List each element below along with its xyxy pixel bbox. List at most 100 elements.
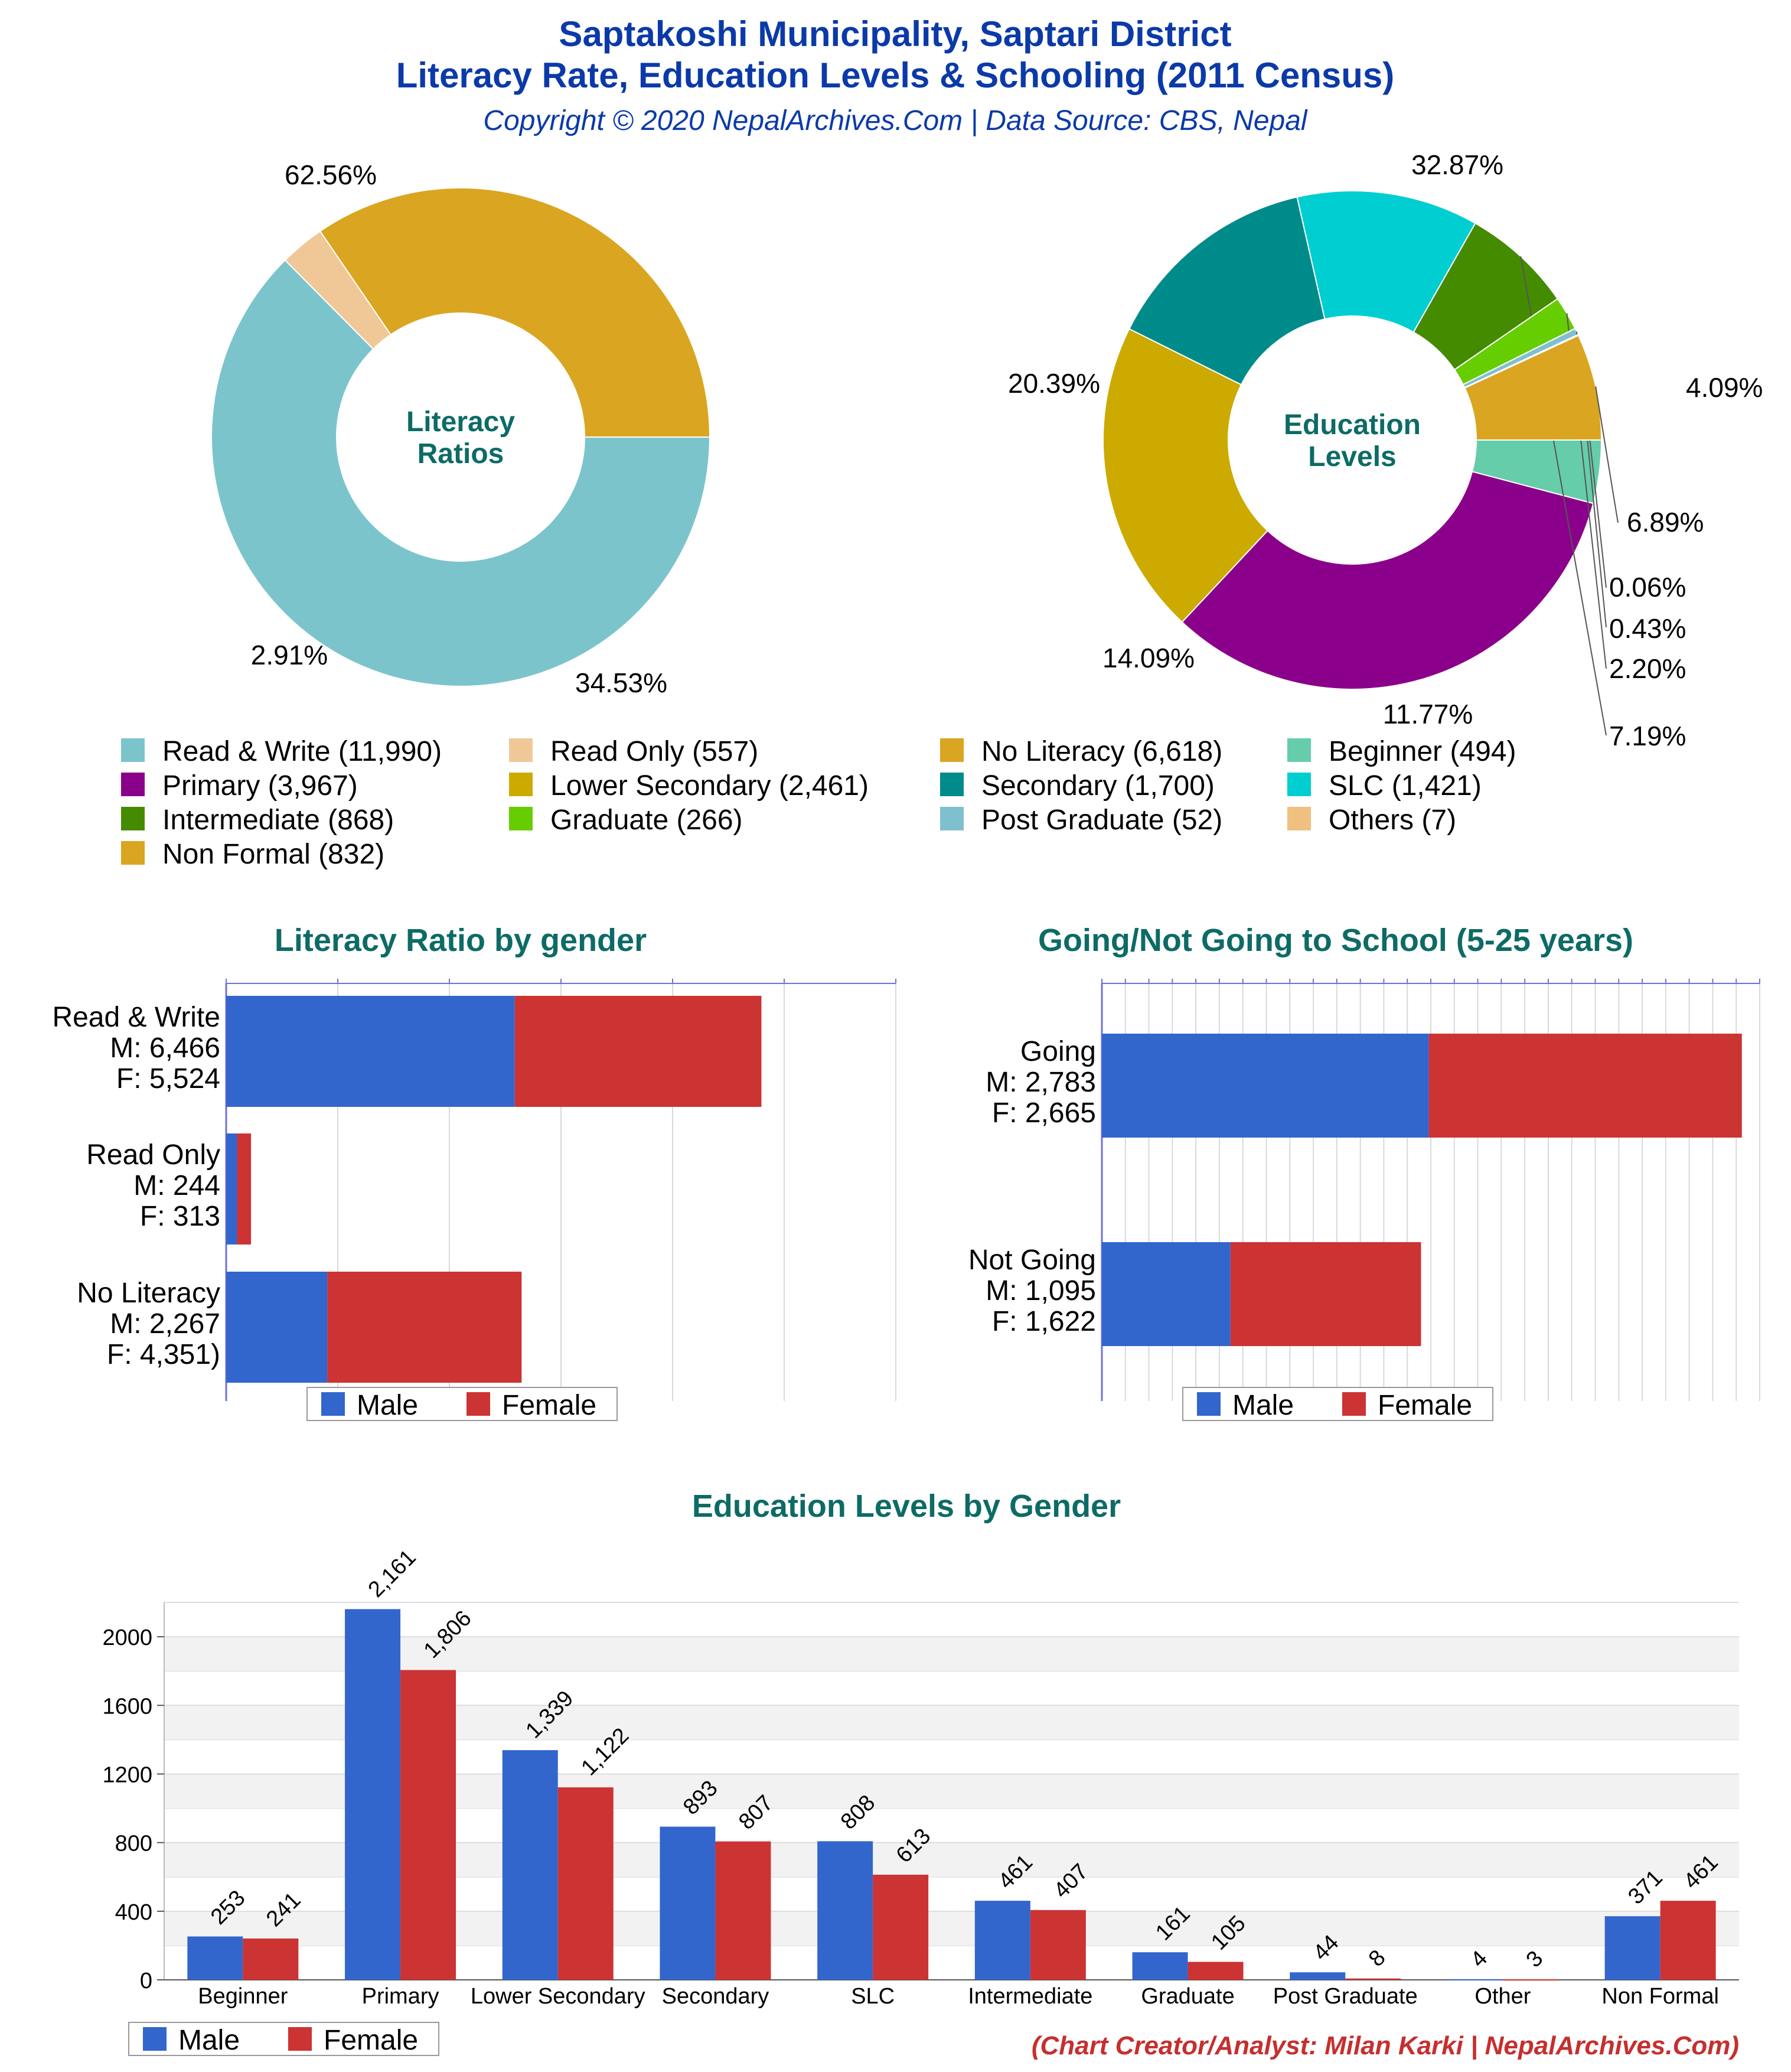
y-tick-label: 1200 xyxy=(102,1762,152,1787)
x-tick-label: Secondary xyxy=(662,1984,769,2009)
x-tick-label: Intermediate xyxy=(968,1984,1092,2009)
slice-pct-label: 62.56% xyxy=(285,159,377,190)
education-gender-title: Education Levels by Gender xyxy=(692,1488,1121,1524)
slice-pct-label: 0.06% xyxy=(1609,572,1686,602)
legend-swatch-female xyxy=(288,2027,312,2051)
legend-swatch xyxy=(121,807,145,830)
male-bar xyxy=(817,1841,873,1980)
y-tick-label: 800 xyxy=(115,1832,152,1856)
donut-center-label: Literacy xyxy=(406,406,515,438)
donut-slice xyxy=(1102,328,1268,623)
category-label: F: 313 xyxy=(140,1201,220,1232)
legend-label: Intermediate (868) xyxy=(162,804,394,836)
donut-slice xyxy=(1181,471,1594,690)
slice-pct-label: 7.19% xyxy=(1609,721,1686,751)
x-tick-label: Post Graduate xyxy=(1273,1984,1418,2009)
female-bar xyxy=(873,1874,929,1980)
male-bar xyxy=(345,1609,401,1980)
female-bar xyxy=(1428,1034,1742,1138)
legend-swatch xyxy=(509,807,533,830)
legend-swatch-female xyxy=(466,1392,490,1416)
leader-line xyxy=(1595,386,1619,523)
female-bar xyxy=(237,1133,252,1244)
slice-pct-label: 0.43% xyxy=(1609,613,1686,644)
slice-pct-label: 4.09% xyxy=(1686,372,1763,403)
x-tick-label: Primary xyxy=(362,1984,439,2009)
donut-slice xyxy=(1128,196,1326,386)
donut-slice xyxy=(211,259,711,687)
category-label: F: 4,351) xyxy=(107,1339,220,1370)
legend-swatch xyxy=(121,841,145,865)
donut-center-label: Levels xyxy=(1308,441,1396,473)
donut-slice xyxy=(319,187,711,438)
slice-pct-label: 2.91% xyxy=(251,640,328,670)
legend-label-female: Female xyxy=(502,1390,596,1421)
male-bar xyxy=(226,1133,237,1244)
category-label: F: 1,622 xyxy=(992,1306,1096,1337)
category-label: Read & Write xyxy=(52,1002,220,1033)
legend-label: Post Graduate (52) xyxy=(981,804,1222,836)
donut-slice xyxy=(1296,190,1476,333)
x-tick-label: Beginner xyxy=(198,1984,288,2009)
x-tick-label: Graduate xyxy=(1141,1984,1234,2009)
female-bar xyxy=(400,1670,456,1980)
y-tick-label: 1600 xyxy=(102,1694,152,1719)
female-bar xyxy=(514,996,762,1107)
pie-legend: Read & Write (11,990) Read Only (557) No L… xyxy=(121,736,1516,870)
legend-box xyxy=(306,1387,618,1421)
y-tick-label: 2000 xyxy=(102,1625,152,1650)
male-bar xyxy=(1447,1979,1503,1980)
slice-pct-label: 6.89% xyxy=(1627,507,1704,537)
legend-swatch xyxy=(940,807,964,830)
grid-band xyxy=(164,1637,1739,1672)
female-bar xyxy=(1660,1901,1716,1980)
literacy-gender-title: Literacy Ratio by gender xyxy=(275,923,647,958)
category-label: M: 2,783 xyxy=(986,1067,1096,1098)
legend-label: Read Only (557) xyxy=(550,736,758,767)
page-subtitle: Copyright © 2020 NepalArchives.Com | Dat… xyxy=(483,105,1307,136)
legend-swatch-male xyxy=(1197,1392,1221,1416)
female-bar xyxy=(715,1841,771,1980)
legend-label: Secondary (1,700) xyxy=(981,770,1215,802)
female-bar xyxy=(1188,1962,1244,1980)
page-title-line2: Literacy Rate, Education Levels & School… xyxy=(396,56,1395,95)
male-bar xyxy=(502,1750,558,1980)
legend-swatch xyxy=(121,738,145,762)
x-tick-label: Lower Secondary xyxy=(471,1984,645,2009)
legend-label: Non Formal (832) xyxy=(162,839,384,870)
legend-box xyxy=(128,2022,439,2056)
slice-pct-label: 34.53% xyxy=(575,667,667,698)
legend-swatch xyxy=(1287,738,1311,762)
legend-label: Primary (3,967) xyxy=(162,770,358,802)
category-label: Going xyxy=(1020,1036,1096,1067)
category-label: No Literacy xyxy=(77,1278,220,1309)
legend-swatch-female xyxy=(1342,1392,1366,1416)
chart-credit: (Chart Creator/Analyst: Milan Karki | Ne… xyxy=(1032,2031,1739,2060)
legend-label: Others (7) xyxy=(1329,804,1456,836)
y-tick-label: 400 xyxy=(115,1900,152,1925)
slice-pct-label: 14.09% xyxy=(1102,643,1195,673)
slice-pct-label: 2.20% xyxy=(1609,653,1686,684)
donut-center-label: Ratios xyxy=(417,438,504,470)
legend-swatch xyxy=(940,738,964,762)
donut-center-label: Education xyxy=(1284,409,1421,441)
category-label: F: 2,665 xyxy=(992,1097,1096,1129)
female-bar xyxy=(1230,1242,1421,1346)
bar-legend: Male Female xyxy=(306,1387,618,1421)
female-bar xyxy=(557,1787,614,1980)
male-bar xyxy=(660,1826,716,1980)
legend-label: No Literacy (6,618) xyxy=(981,736,1222,767)
legend-label-male: Male xyxy=(178,2025,240,2056)
legend-label-female: Female xyxy=(324,2025,418,2056)
category-label: M: 1,095 xyxy=(986,1275,1096,1307)
legend-swatch xyxy=(509,738,533,762)
female-bar xyxy=(243,1939,299,1980)
legend-swatch xyxy=(940,773,964,796)
legend-label: Read & Write (11,990) xyxy=(162,736,442,767)
male-bar xyxy=(187,1936,243,1980)
x-tick-label: Non Formal xyxy=(1601,1984,1719,2009)
female-bar xyxy=(1030,1910,1086,1980)
